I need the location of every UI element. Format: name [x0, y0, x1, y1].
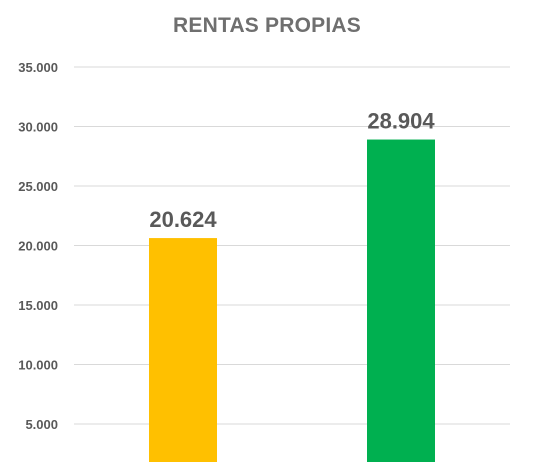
chart-title: RENTAS PROPIAS	[173, 14, 361, 37]
y-tick-label: 20.000	[18, 239, 58, 254]
data-labels: 20.624 28.904	[149, 109, 435, 233]
y-axis-tick-labels: 5.000 10.000 15.000 20.000 25.000 30.000 35.00…	[18, 60, 58, 432]
bar	[149, 238, 217, 462]
y-tick-label: 35.000	[18, 60, 58, 75]
bars	[149, 139, 435, 462]
y-tick-label: 25.000	[18, 179, 58, 194]
y-tick-label: 15.000	[18, 298, 58, 313]
bar-value-label: 20.624	[149, 207, 217, 232]
y-tick-label: 30.000	[18, 120, 58, 135]
gridlines	[74, 66, 510, 425]
bar	[367, 139, 435, 462]
y-tick-label: 5.000	[25, 417, 58, 432]
bar-value-label: 28.904	[367, 109, 435, 134]
y-tick-label: 10.000	[18, 358, 58, 373]
